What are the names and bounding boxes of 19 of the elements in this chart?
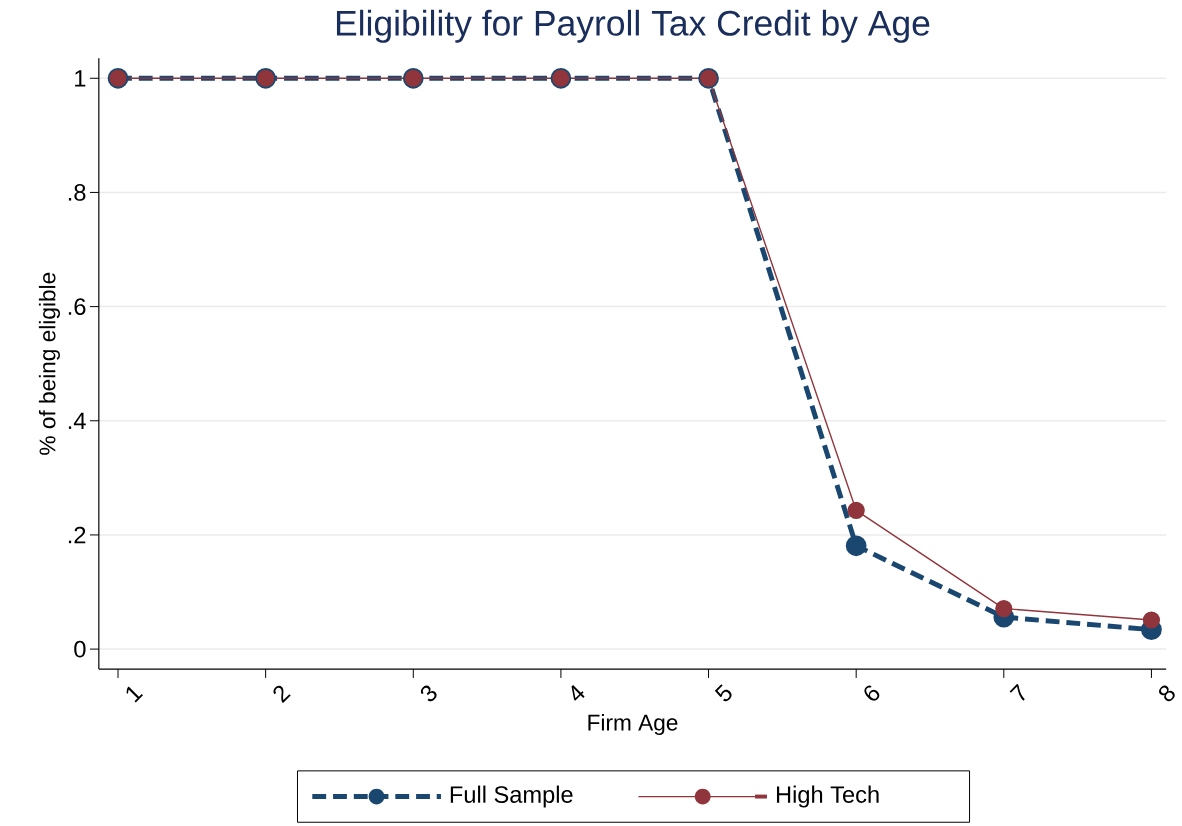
x-tick-label: 6 [864, 685, 880, 701]
y-tick-label: 1 [75, 70, 86, 87]
x-tick-label: 3 [420, 685, 437, 702]
x-axis-title: Firm Age [588, 713, 678, 735]
x-tick-label: 5 [714, 684, 732, 702]
y-tick-label: .4 [68, 412, 86, 429]
x-tick-label: 4 [571, 684, 585, 701]
y-tick-label: .2 [68, 526, 86, 544]
x-tick-label: 1 [126, 686, 143, 703]
legend-label: Full Sample [450, 785, 573, 808]
y-tick-label: 0 [74, 640, 86, 658]
x-tick-label: 2 [273, 685, 291, 703]
y-tick-label: .8 [68, 183, 86, 201]
legend-label: High Tech [776, 785, 879, 808]
x-tick-label: 7 [1009, 683, 1025, 701]
y-tick-label: .6 [68, 298, 86, 315]
chart-title: Eligibility for Payroll Tax Credit by Age [336, 9, 930, 43]
y-axis-title: % of being eligible [38, 272, 60, 455]
x-tick-label: 8 [1159, 685, 1175, 702]
